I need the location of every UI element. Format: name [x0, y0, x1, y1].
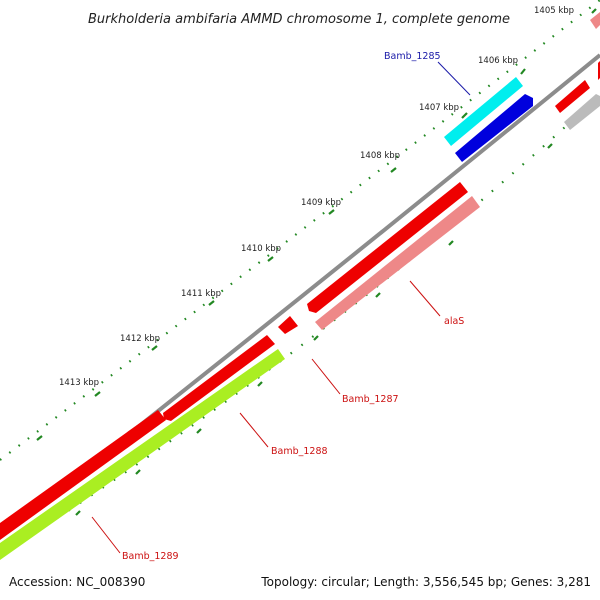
gene-label-bamb1289[interactable]: Bamb_1289 [122, 551, 179, 562]
minor-ticks-outer [0, 0, 600, 461]
gene-bamb1287[interactable] [278, 316, 298, 334]
gene-label-bamb1288[interactable]: Bamb_1288 [271, 446, 328, 457]
major-tick [520, 68, 526, 75]
leader-alas [409, 280, 441, 317]
gene-alas[interactable] [315, 196, 480, 330]
major-tick [94, 391, 101, 397]
scale-label-1405: 1405 kbp [534, 6, 574, 16]
reverse-strand-features [0, 12, 600, 560]
gene-labels: Bamb_1285 alaS Bamb_1287 Bamb_1288 Bamb_… [122, 51, 464, 562]
outer-tick-track [0, 0, 600, 461]
gene-label-alas[interactable]: alaS [444, 316, 464, 327]
scale-label-1412: 1412 kbp [120, 334, 160, 344]
major-tick [547, 143, 553, 149]
scale-label-1409: 1409 kbp [301, 198, 341, 208]
major-tick [267, 256, 274, 262]
leader-bamb1287 [311, 358, 341, 395]
scale-label-1408: 1408 kbp [360, 151, 400, 161]
gene-bamb1285[interactable] [455, 94, 533, 162]
gene-fragment-red-top[interactable] [555, 80, 590, 113]
major-tick [135, 469, 141, 475]
inner-major-ticks [75, 143, 553, 516]
gene-red-lower[interactable] [0, 410, 166, 540]
major-tick [390, 167, 397, 173]
gene-fragment-gray[interactable] [564, 94, 600, 130]
gene-bamb1289[interactable] [0, 349, 285, 560]
gene-red-long[interactable] [307, 182, 468, 313]
major-tick [196, 428, 202, 434]
major-tick [313, 335, 319, 341]
feature-cyan[interactable] [444, 77, 523, 146]
scale-label-1407: 1407 kbp [419, 103, 459, 113]
gene-label-bamb1287[interactable]: Bamb_1287 [342, 394, 399, 405]
leader-bamb1285 [437, 61, 471, 96]
scale-label-1406: 1406 kbp [478, 56, 518, 66]
major-tick [75, 510, 81, 516]
major-tick [36, 435, 43, 441]
accession-text: Accession: NC_008390 [9, 575, 145, 589]
forward-strand-features [444, 77, 523, 146]
major-tick [208, 300, 215, 306]
major-tick [328, 209, 335, 215]
leader-bamb1289 [91, 516, 121, 554]
map-title: Burkholderia ambifaria AMMD chromosome 1… [88, 12, 510, 27]
major-tick [375, 292, 381, 298]
major-tick [151, 345, 158, 351]
scale-labels: 1405 kbp 1406 kbp 1407 kbp 1408 kbp 1409… [59, 6, 574, 388]
gene-bamb1288[interactable] [163, 335, 275, 421]
gene-fragment-pink-top[interactable] [590, 12, 600, 29]
major-ticks [36, 8, 597, 441]
major-tick [461, 112, 468, 119]
scale-label-1413: 1413 kbp [59, 378, 99, 388]
major-tick [448, 240, 454, 246]
major-tick [257, 381, 263, 387]
scale-label-1411: 1411 kbp [181, 289, 221, 299]
gene-label-bamb1285[interactable]: Bamb_1285 [384, 51, 441, 62]
leader-bamb1288 [239, 412, 269, 448]
leader-lines [91, 61, 471, 554]
topology-text: Topology: circular; Length: 3,556,545 bp… [260, 575, 591, 589]
major-tick [591, 8, 597, 14]
scale-label-1410: 1410 kbp [241, 244, 281, 254]
